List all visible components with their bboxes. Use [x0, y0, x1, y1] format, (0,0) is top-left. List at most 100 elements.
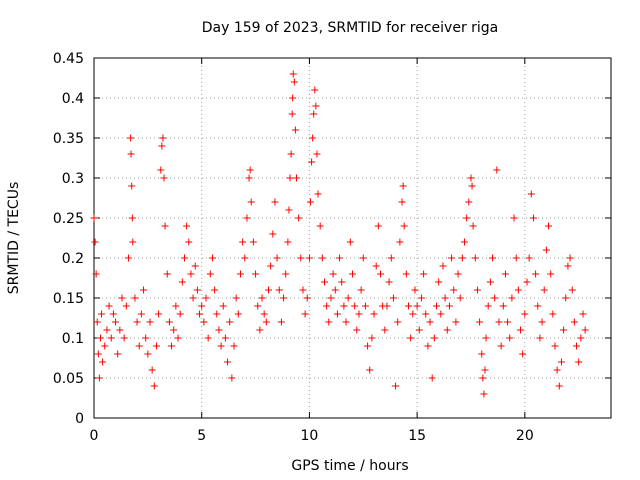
data-point: [508, 294, 516, 302]
data-point: [96, 334, 104, 342]
data-point: [105, 302, 113, 310]
data-point: [305, 254, 313, 262]
data-point: [120, 334, 128, 342]
data-point: [313, 150, 321, 158]
data-point: [92, 270, 100, 278]
data-point: [137, 310, 145, 318]
data-point: [180, 254, 188, 262]
data-point: [551, 342, 559, 350]
data-point: [351, 302, 359, 310]
data-point: [290, 78, 298, 86]
data-point: [553, 366, 561, 374]
data-point: [131, 294, 139, 302]
data-point: [529, 214, 537, 222]
data-point: [394, 318, 402, 326]
data-point: [417, 294, 425, 302]
data-point: [252, 270, 260, 278]
data-point: [568, 286, 576, 294]
data-point: [140, 286, 148, 294]
data-point: [93, 318, 101, 326]
data-point: [463, 214, 471, 222]
data-point: [443, 326, 451, 334]
data-point: [355, 310, 363, 318]
data-point: [258, 294, 266, 302]
data-point: [521, 310, 529, 318]
data-point: [512, 254, 520, 262]
y-tick-label: 0.4: [62, 91, 84, 107]
data-point: [295, 214, 303, 222]
y-tick-label: 0.05: [53, 371, 84, 387]
data-point: [189, 294, 197, 302]
data-point: [124, 254, 132, 262]
data-point: [372, 262, 380, 270]
data-point: [211, 286, 219, 294]
data-point: [318, 254, 326, 262]
data-point: [206, 270, 214, 278]
data-point: [308, 158, 316, 166]
data-point: [289, 70, 297, 78]
data-point: [387, 254, 395, 262]
data-point: [90, 214, 98, 222]
data-point: [514, 286, 522, 294]
data-point: [91, 238, 99, 246]
data-point: [316, 222, 324, 230]
data-point: [433, 302, 441, 310]
y-tick-label: 0.45: [53, 51, 84, 67]
data-point: [129, 238, 137, 246]
data-point: [538, 318, 546, 326]
data-point: [200, 318, 208, 326]
data-point: [287, 150, 295, 158]
data-point: [282, 270, 290, 278]
data-point: [480, 390, 488, 398]
data-point: [127, 150, 135, 158]
data-point: [389, 294, 397, 302]
data-point: [353, 326, 361, 334]
data-point: [202, 294, 210, 302]
data-point: [329, 270, 337, 278]
data-point: [243, 214, 251, 222]
data-point: [107, 334, 115, 342]
data-point: [342, 318, 350, 326]
data-point: [122, 302, 130, 310]
data-point: [473, 286, 481, 294]
data-point: [532, 270, 540, 278]
data-point: [331, 286, 339, 294]
data-point: [187, 270, 195, 278]
data-point: [234, 310, 242, 318]
x-tick-label: 15: [408, 428, 426, 444]
data-point: [303, 294, 311, 302]
data-point: [228, 374, 236, 382]
data-point: [127, 134, 135, 142]
data-point: [435, 278, 443, 286]
x-tick-label: 0: [90, 428, 99, 444]
data-point: [168, 342, 176, 350]
data-point: [285, 206, 293, 214]
data-point: [224, 358, 232, 366]
data-point: [424, 342, 432, 350]
data-point: [178, 278, 186, 286]
data-point: [484, 302, 492, 310]
data-point: [291, 126, 299, 134]
data-point: [277, 318, 285, 326]
data-point: [196, 310, 204, 318]
data-point: [456, 294, 464, 302]
data-point: [454, 270, 462, 278]
data-point: [564, 262, 572, 270]
data-point: [247, 198, 255, 206]
data-point: [527, 190, 535, 198]
data-point: [441, 294, 449, 302]
data-point: [361, 302, 369, 310]
data-point: [344, 294, 352, 302]
data-point: [170, 326, 178, 334]
data-point: [226, 318, 234, 326]
data-point: [264, 286, 272, 294]
y-tick-label: 0: [75, 411, 84, 427]
data-point: [377, 270, 385, 278]
data-point: [437, 310, 445, 318]
data-point: [448, 254, 456, 262]
data-point: [101, 342, 109, 350]
data-point: [95, 374, 103, 382]
data-point: [542, 246, 550, 254]
